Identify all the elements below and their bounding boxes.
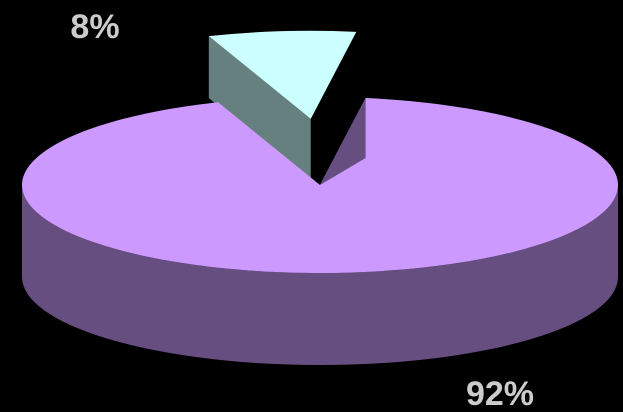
data-label-92-percent: 92% <box>466 375 534 412</box>
data-label-8-percent: 8% <box>70 8 119 46</box>
pie-slice-92-percent-top <box>21 98 618 273</box>
pie-slice-8-percent <box>208 30 357 181</box>
pie-slice-92-percent <box>21 98 618 366</box>
pie-slice-92-percent-side <box>22 184 618 366</box>
pie-slice-8-percent-cut-face <box>208 36 311 181</box>
pie-slice-8-percent-top <box>208 30 357 119</box>
pie-slice-92-percent-cut-face <box>320 98 366 185</box>
